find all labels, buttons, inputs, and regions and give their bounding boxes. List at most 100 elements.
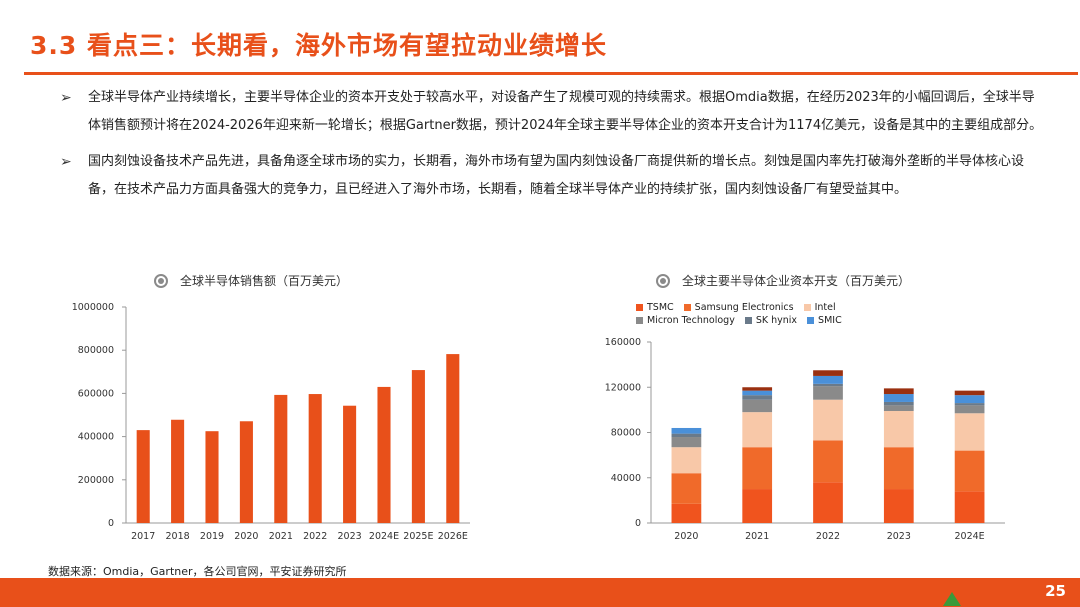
stack-segment-smic: [742, 390, 773, 396]
stack-segment-intel: [742, 412, 773, 448]
stack-segment-intel: [813, 399, 843, 441]
bar-2019: [205, 431, 219, 523]
x-tick-label: 2021: [745, 531, 769, 542]
bullet-item: ➢ 国内刻蚀设备技术产品先进，具备角逐全球市场的实力，长期看，海外市场有望为国内…: [60, 148, 1045, 204]
arrow-bullet-icon: ➢: [60, 90, 72, 106]
legend-item: SMIC: [807, 315, 842, 326]
bullet-text: 全球半导体产业持续增长，主要半导体企业的资本开支处于较高水平，对设备产生了规模可…: [88, 90, 1043, 133]
capex-chart-legend: TSMC Samsung Electronics Intel Micron Techn…: [636, 302, 936, 326]
sales-chart: 0 200000 400000 600000 800000 1000000 2017 2018…: [72, 302, 470, 542]
y-tick-label: 40000: [611, 473, 641, 484]
legend-swatch: [636, 304, 643, 311]
legend-label: SK hynix: [755, 315, 798, 326]
capex-chart: 0 40000 80000 120000 160000 2020 2021 2022 2023 2…: [605, 337, 1005, 542]
y-tick-label: 800000: [78, 345, 114, 356]
bullet-text: 国内刻蚀设备技术产品先进，具备角逐全球市场的实力，长期看，海外市场有望为国内刻蚀…: [88, 154, 1025, 197]
stack-segment-smic: [813, 375, 843, 384]
legend-label: Micron Technology: [647, 315, 735, 326]
target-icon: [656, 273, 670, 288]
x-tick-label: 2022: [303, 531, 327, 542]
stack-segment-tsmc: [954, 491, 985, 523]
stack-segment-smic: [883, 394, 914, 402]
stack-segment-samsung-electronics: [883, 447, 914, 490]
stack-segment-intel: [954, 413, 985, 451]
arrow-bullet-icon: ➢: [60, 154, 72, 170]
stack-segment-other: [813, 370, 843, 376]
capex-chart-title: 全球主要半导体企业资本开支（百万美元）: [656, 272, 910, 289]
stack-segment-smic: [954, 395, 985, 404]
legend-item: SK hynix: [744, 315, 798, 326]
bar-2017: [136, 430, 150, 523]
legend-item: TSMC: [636, 302, 674, 313]
y-tick-label: 0: [108, 518, 114, 529]
x-tick-label: 2026E: [438, 531, 468, 542]
stack-segment-intel: [883, 411, 914, 448]
stack-segment-micron-technology: [883, 405, 914, 412]
stack-segment-micron-technology: [671, 437, 702, 448]
bullet-item: ➢ 全球半导体产业持续增长，主要半导体企业的资本开支处于较高水平，对设备产生了规…: [60, 84, 1045, 140]
stack-segment-sk-hynix: [813, 383, 843, 387]
bar-2026E: [446, 354, 460, 523]
legend-swatch: [803, 304, 811, 311]
stack-segment-micron-technology: [742, 399, 773, 413]
source-note: 数据来源：Omdia，Gartner，各公司官网，平安证券研究所: [48, 565, 347, 578]
bar-2025E: [411, 370, 425, 523]
stack-segment-samsung-electronics: [742, 447, 773, 490]
legend-item: Intel: [803, 302, 836, 313]
x-tick-label: 2024E: [955, 531, 985, 542]
bar-2018: [171, 419, 185, 523]
bar-2022: [308, 394, 322, 523]
title-divider: [24, 72, 1078, 75]
stack-segment-samsung-electronics: [954, 450, 985, 492]
page-title: 3.3 看点三：长期看，海外市场有望拉动业绩增长: [30, 31, 607, 60]
stack-segment-micron-technology: [813, 386, 843, 400]
logo-icon: [943, 592, 961, 606]
y-tick-label: 1000000: [72, 302, 114, 313]
stack-segment-other: [954, 390, 985, 396]
x-tick-label: 2018: [166, 531, 190, 542]
x-tick-label: 2020: [674, 531, 698, 542]
legend-swatch: [636, 317, 643, 324]
stack-segment-sk-hynix: [883, 401, 914, 406]
sales-chart-title-text: 全球半导体销售额（百万美元）: [180, 274, 349, 288]
stack-segment-samsung-electronics: [671, 473, 702, 504]
legend-swatch: [683, 304, 691, 311]
bar-2023: [343, 405, 357, 523]
sales-chart-title: 全球半导体销售额（百万美元）: [154, 272, 348, 289]
stack-segment-tsmc: [883, 489, 914, 523]
stack-segment-intel: [671, 447, 702, 474]
stack-segment-tsmc: [813, 482, 843, 523]
legend-item: Samsung Electronics: [683, 302, 794, 313]
bar-2021: [274, 394, 288, 523]
stack-segment-sk-hynix: [671, 433, 702, 438]
legend-item: Micron Technology: [636, 315, 735, 326]
y-tick-label: 120000: [605, 382, 641, 393]
y-tick-label: 80000: [611, 428, 641, 439]
page-number: 25: [1045, 582, 1066, 600]
stack-segment-sk-hynix: [742, 395, 773, 400]
x-tick-label: 2023: [338, 531, 362, 542]
x-tick-label: 2024E: [369, 531, 399, 542]
target-icon: [154, 273, 168, 288]
stack-segment-smic: [671, 427, 702, 434]
x-tick-label: 2023: [887, 531, 911, 542]
bullet-list: ➢ 全球半导体产业持续增长，主要半导体企业的资本开支处于较高水平，对设备产生了规…: [60, 84, 1045, 212]
y-tick-label: 600000: [78, 388, 114, 399]
legend-label: Samsung Electronics: [694, 302, 794, 313]
legend-swatch: [807, 317, 815, 324]
y-tick-label: 400000: [78, 432, 114, 443]
legend-swatch: [744, 317, 752, 324]
stack-segment-tsmc: [742, 489, 773, 523]
x-tick-label: 2021: [269, 531, 293, 542]
stack-segment-sk-hynix: [954, 403, 985, 406]
x-tick-label: 2025E: [403, 531, 433, 542]
x-tick-label: 2022: [816, 531, 840, 542]
stack-segment-micron-technology: [954, 405, 985, 414]
footer-bar: 25: [0, 578, 1080, 607]
y-tick-label: 0: [635, 518, 641, 529]
y-tick-label: 160000: [605, 337, 641, 348]
legend-label: Intel: [814, 302, 836, 313]
x-tick-label: 2019: [200, 531, 224, 542]
bar-2020: [239, 421, 253, 523]
legend-label: TSMC: [647, 302, 674, 313]
